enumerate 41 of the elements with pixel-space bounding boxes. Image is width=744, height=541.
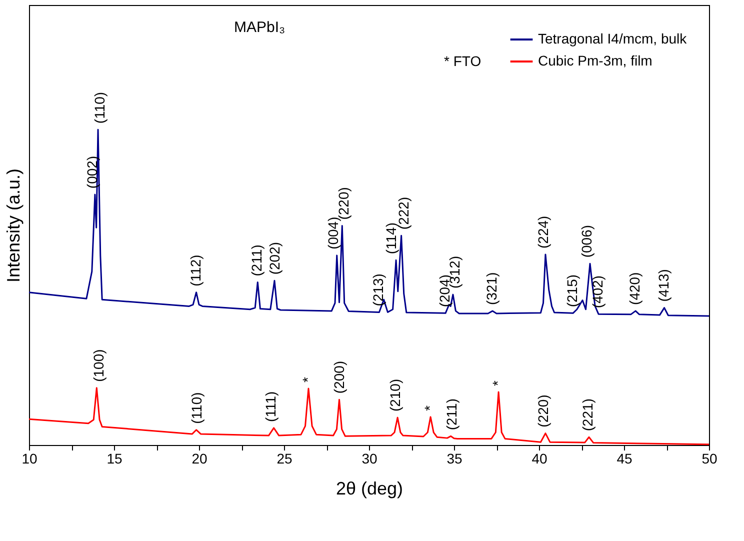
x-tick-label: 25 (276, 450, 292, 466)
annotation: (202) (266, 242, 282, 275)
x-tick-label: 40 (532, 450, 548, 466)
annotation: (002) (84, 156, 100, 189)
x-axis-title: 2θ (deg) (336, 478, 404, 498)
x-tick-label: 35 (446, 450, 462, 466)
annotation: (224) (535, 216, 552, 248)
annotation: (114) (382, 222, 399, 254)
annotation: (402) (590, 275, 606, 308)
annotation: (004) (325, 216, 342, 250)
annotation: (213) (370, 274, 386, 306)
annotation: (413) (655, 269, 672, 302)
annotation: (420) (626, 272, 643, 305)
annotation: (112) (187, 254, 204, 286)
annotation: (221) (579, 398, 596, 432)
y-axis-title: Intensity (a.u.) (4, 168, 24, 283)
annotation: (100) (90, 349, 107, 382)
annotation: (215) (564, 274, 580, 308)
annotation: (211) (443, 398, 460, 430)
x-tick-label: 50 (702, 450, 718, 466)
x-tick-label: 10 (22, 450, 38, 466)
legend-label: Cubic Pm-3m, film (538, 52, 652, 68)
annotation: (211) (248, 244, 265, 276)
annotation: (321) (484, 272, 500, 305)
annotation: (200) (331, 360, 348, 394)
x-tick-label: 30 (362, 450, 378, 466)
x-tick-label: 20 (192, 450, 208, 466)
annotation: (110) (91, 92, 108, 124)
chart-title: MAPbI₃ (234, 19, 286, 36)
legend-label: Tetragonal I4/mcm, bulk (538, 30, 688, 46)
x-tick-label: 45 (616, 450, 632, 466)
x-tick-label: 15 (106, 450, 122, 466)
annotation: (210) (387, 378, 404, 412)
annotation: (006) (578, 224, 594, 258)
annotation: * (422, 404, 438, 411)
annotation: * (490, 380, 506, 386)
annotation: (111) (262, 391, 278, 422)
annotation: * (299, 376, 316, 383)
annotation: (220) (535, 394, 552, 428)
text: * FTO (444, 53, 482, 69)
annotation: (110) (188, 392, 204, 424)
